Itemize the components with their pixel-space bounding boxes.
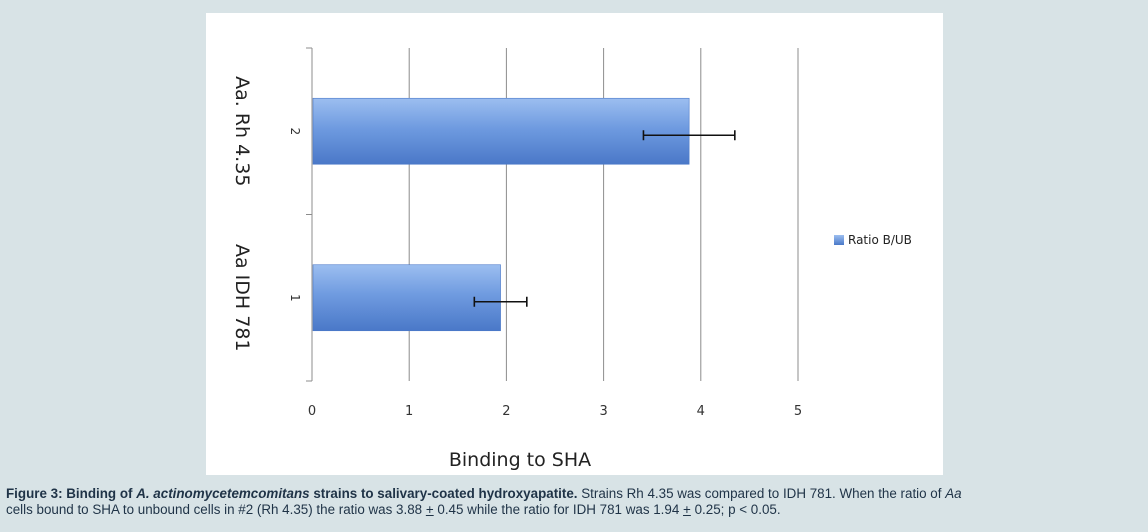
x-tick-label-4: 4 (697, 404, 705, 419)
caption-part-2: cells bound to SHA to unbound cells in #… (6, 502, 426, 517)
category-tick-2: 2 (288, 127, 302, 135)
bar-2 (312, 97, 690, 165)
figure-caption: Figure 3: Binding of A. actinomycetemcom… (6, 486, 1144, 518)
caption-part-1: Strains Rh 4.35 was compared to IDH 781.… (577, 486, 946, 501)
legend-swatch (834, 235, 844, 245)
legend-label: Ratio B/UB (848, 233, 912, 247)
category-name-1: Aa IDH 781 (231, 244, 253, 352)
x-tick-label-2: 2 (502, 404, 510, 419)
category-name-2: Aa. Rh 4.35 (231, 76, 253, 186)
caption-species: A. actinomycetemcomitans (136, 486, 310, 501)
category-tick-1: 1 (288, 294, 302, 302)
caption-part-4: 0.25; p < 0.05. (690, 502, 781, 517)
caption-part-3: 0.45 while the ratio for IDH 781 was 1.9… (433, 502, 684, 517)
caption-plus-minus-1: + (425, 502, 434, 517)
x-axis-title: Binding to SHA (449, 449, 591, 471)
x-tick-label-0: 0 (308, 404, 316, 419)
caption-lead-b: strains to salivary-coated hydroxyapatit… (309, 486, 578, 501)
caption-aa: Aa (945, 486, 962, 501)
x-tick-label-1: 1 (405, 404, 413, 419)
bar-chart: 0 1 2 3 4 5 Binding to SHA 1 Aa IDH 781 2 Aa. Rh … (231, 47, 912, 471)
bar-1 (312, 264, 501, 332)
x-tick-label-3: 3 (599, 404, 607, 419)
caption-lead-a: Figure 3: Binding of (6, 486, 137, 501)
x-tick-label-5: 5 (794, 404, 802, 419)
figure-panel: 0 1 2 3 4 5 Binding to SHA 1 Aa IDH 781 2 Aa. Rh … (206, 13, 943, 475)
caption-plus-minus-2: + (683, 502, 691, 517)
